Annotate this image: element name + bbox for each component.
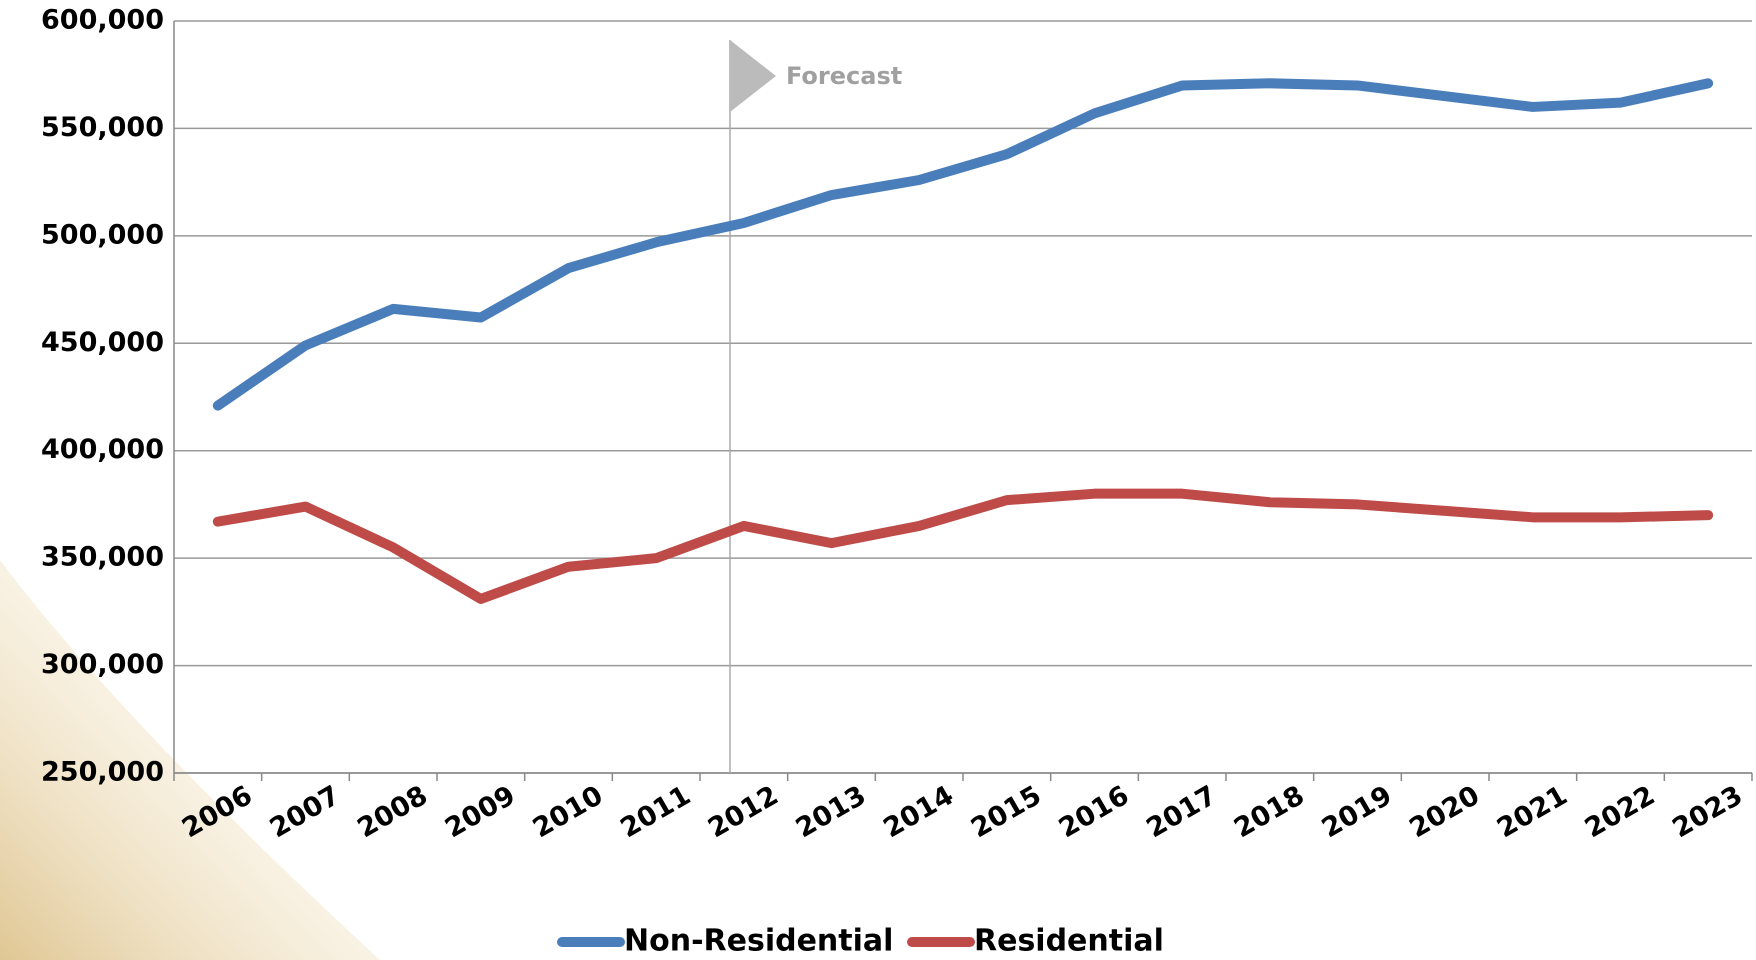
x-tick-label: 2015 bbox=[966, 780, 1047, 844]
legend-label: Non-Residential bbox=[624, 924, 893, 959]
y-tick-label: 300,000 bbox=[41, 649, 164, 680]
legend-label: Residential bbox=[974, 924, 1164, 959]
x-tick-label: 2007 bbox=[265, 780, 346, 844]
x-tick-label: 2020 bbox=[1404, 780, 1485, 844]
x-tick-label: 2023 bbox=[1667, 780, 1748, 844]
y-tick-label: 450,000 bbox=[41, 327, 164, 358]
y-tick-label: 400,000 bbox=[41, 434, 164, 465]
x-tick-label: 2016 bbox=[1054, 780, 1135, 844]
x-tick-label: 2009 bbox=[440, 780, 521, 844]
x-tick-label: 2010 bbox=[528, 780, 609, 844]
x-tick-label: 2014 bbox=[878, 780, 959, 844]
x-tick-label: 2012 bbox=[703, 780, 784, 844]
y-tick-label: 250,000 bbox=[41, 757, 164, 788]
x-tick-label: 2019 bbox=[1317, 780, 1398, 844]
chart: 250,000 300,000 350,000 400,000 450,000 500,0… bbox=[0, 0, 1756, 960]
x-tick-label: 2013 bbox=[791, 780, 872, 844]
x-tick-label: 2011 bbox=[615, 780, 696, 844]
x-tick-label: 2022 bbox=[1580, 780, 1661, 844]
forecast-arrow bbox=[730, 40, 776, 112]
annotation: Forecast bbox=[786, 62, 902, 90]
x-tick-label: 2018 bbox=[1229, 780, 1310, 844]
series-line bbox=[218, 83, 1708, 405]
y-tick-label: 500,000 bbox=[41, 219, 164, 250]
series-line bbox=[218, 494, 1708, 599]
y-tick-label: 600,000 bbox=[41, 5, 164, 36]
x-tick-label: 2021 bbox=[1492, 780, 1573, 844]
y-tick-label: 350,000 bbox=[41, 542, 164, 573]
x-tick-label: 2008 bbox=[352, 780, 433, 844]
x-tick-label: 2017 bbox=[1141, 780, 1222, 844]
y-tick-label: 550,000 bbox=[41, 112, 164, 143]
